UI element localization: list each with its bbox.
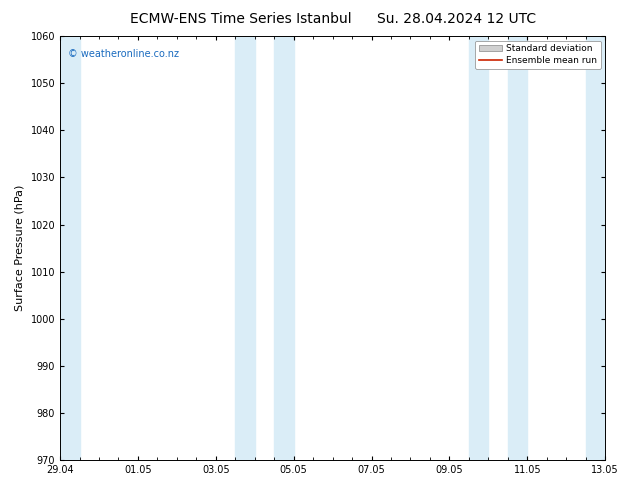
Bar: [586, 36, 605, 460]
Bar: [469, 36, 488, 460]
Text: Su. 28.04.2024 12 UTC: Su. 28.04.2024 12 UTC: [377, 12, 536, 26]
Text: ECMW-ENS Time Series Istanbul: ECMW-ENS Time Series Istanbul: [130, 12, 352, 26]
Y-axis label: Surface Pressure (hPa): Surface Pressure (hPa): [15, 185, 25, 311]
Bar: [60, 36, 79, 460]
Bar: [508, 36, 527, 460]
Legend: Standard deviation, Ensemble mean run: Standard deviation, Ensemble mean run: [476, 41, 600, 69]
Bar: [235, 36, 255, 460]
Text: © weatheronline.co.nz: © weatheronline.co.nz: [68, 49, 179, 59]
Bar: [275, 36, 294, 460]
